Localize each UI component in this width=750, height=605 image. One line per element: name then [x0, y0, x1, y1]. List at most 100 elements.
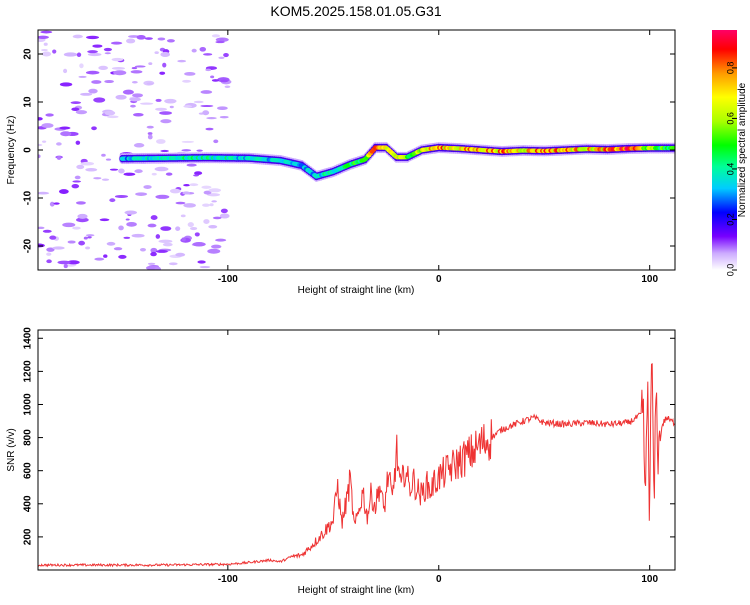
- spectrogram-noise-cell: [114, 194, 129, 198]
- spectrogram-noise-cell: [59, 126, 71, 130]
- spectrogram-noise-cell: [154, 51, 159, 55]
- spectrogram-noise-cell: [162, 242, 173, 247]
- spectrogram-noise-cell: [181, 140, 195, 143]
- snr-y-label: SNR (v/v): [6, 428, 17, 471]
- spectrogram-noise-cell: [124, 210, 138, 215]
- snr-y-tick-label: 800: [23, 429, 34, 446]
- colorbar-tick-label: 0.2: [725, 213, 735, 226]
- spectrogram-noise-cell: [147, 134, 153, 140]
- spectrogram-x-tick-label: -100: [218, 274, 238, 285]
- snr-y-tick-label: 400: [23, 495, 34, 512]
- spectrogram-noise-cell: [86, 35, 100, 40]
- spectrogram-noise-cell: [58, 189, 69, 194]
- spectrogram-noise-cell: [159, 111, 172, 115]
- spectrogram-noise-cell: [219, 115, 229, 119]
- spectrogram-noise-cell: [118, 225, 124, 231]
- spectrogram-noise-cell: [83, 236, 88, 240]
- snr-y-tick-label: 200: [23, 528, 34, 545]
- spectrogram-y-tick-label: 10: [23, 96, 34, 108]
- spectrogram-noise-cell: [99, 218, 110, 222]
- spectrogram-noise-cell: [123, 172, 136, 176]
- spectrogram-noise-cell: [52, 49, 57, 54]
- spectrogram-noise-cell: [148, 62, 153, 66]
- spectrogram-noise-cell: [194, 232, 200, 237]
- snr-x-tick-label: -100: [218, 574, 238, 585]
- spectrogram-noise-cell: [72, 180, 82, 183]
- spectrogram-noise: [38, 30, 232, 270]
- spectrogram-noise-cell: [105, 158, 112, 161]
- spectrogram-x-label: Height of straight line (km): [298, 285, 415, 296]
- spectrogram-noise-cell: [193, 100, 204, 104]
- spectrogram-y-ticks: -20 -10 0 10 20: [23, 48, 675, 253]
- spectrogram-y-tick-label: 20: [23, 48, 34, 60]
- spectrogram-noise-cell: [131, 66, 138, 70]
- spectrogram-noise-cell: [164, 98, 177, 104]
- spectrogram-noise-cell: [160, 149, 169, 153]
- spectrogram-noise-cell: [191, 48, 197, 53]
- spectrogram-noise-cell: [49, 235, 57, 240]
- spectrogram-noise-cell: [113, 70, 127, 76]
- snr-y-tick-label: 600: [23, 462, 34, 479]
- spectrogram-noise-cell: [194, 171, 203, 175]
- spectrogram-noise-cell: [38, 35, 49, 39]
- spectrogram-noise-cell: [183, 105, 193, 108]
- spectrogram-noise-cell: [146, 82, 154, 85]
- spectrogram-noise-cell: [70, 101, 82, 105]
- spectrogram-noise-cell: [213, 139, 219, 144]
- spectrogram-noise-cell: [111, 66, 126, 70]
- spectrogram-noise-cell: [133, 143, 145, 148]
- spectrogram-noise-cell: [203, 190, 212, 195]
- spectrogram-noise-cell: [208, 225, 218, 229]
- spectrogram-noise-cell: [157, 37, 166, 41]
- spectrogram-noise-cell: [224, 85, 231, 88]
- spectrogram-noise-cell: [87, 236, 92, 239]
- spectrogram-noise-cell: [150, 251, 157, 257]
- spectrogram-noise-cell: [160, 226, 172, 231]
- spectrogram-noise-cell: [205, 68, 212, 72]
- spectrogram-noise-cell: [134, 169, 143, 174]
- spectrogram-noise-cell: [72, 34, 83, 39]
- spectrogram-noise-cell: [91, 80, 102, 84]
- spectrogram-noise-cell: [210, 244, 222, 249]
- snr-background: [38, 330, 675, 570]
- spectrogram-noise-cell: [67, 240, 76, 244]
- spectrogram-noise-cell: [203, 53, 213, 56]
- snr-frame: [37, 329, 676, 571]
- spectrogram-noise-cell: [76, 52, 82, 58]
- spectrogram-noise-cell: [78, 75, 87, 78]
- spectrogram-noise-cell: [202, 110, 210, 116]
- spectrogram-noise-cell: [181, 149, 192, 152]
- spectrogram-noise-cell: [166, 39, 175, 43]
- spectrogram-noise-cell: [155, 249, 168, 253]
- spectrogram-noise-cell: [92, 44, 103, 48]
- spectrogram-noise-cell: [183, 203, 196, 208]
- spectrogram-noise-cell: [98, 65, 108, 71]
- spectrogram-noise-cell: [130, 104, 136, 108]
- colorbar-tick-label: 0.4: [725, 163, 735, 176]
- spectrogram-noise-cell: [187, 222, 194, 228]
- spectrogram-noise-cell: [60, 131, 72, 137]
- spectrogram-noise-cell: [135, 192, 148, 196]
- spectrogram-noise-cell: [202, 203, 211, 207]
- spectrogram-noise-cell: [62, 222, 76, 228]
- spectrogram-noise-cell: [154, 266, 161, 270]
- spectrogram-noise-cell: [210, 75, 215, 79]
- spectrogram-noise-cell: [208, 188, 222, 193]
- spectrogram-noise-cell: [85, 246, 91, 250]
- spectrogram-noise-cell: [85, 234, 95, 237]
- spectrogram-y-tick-label: 0: [23, 147, 34, 153]
- spectrogram-noise-cell: [59, 82, 73, 87]
- spectrogram-noise-cell: [87, 50, 98, 54]
- spectrogram-x-tick-label: 0: [436, 274, 442, 285]
- spectrogram-noise-cell: [147, 132, 153, 135]
- spectrogram-noise-cell: [139, 102, 154, 105]
- spectrogram-noise-cell: [41, 51, 52, 57]
- spectrogram-noise-cell: [165, 172, 173, 176]
- spectrogram-noise-cell: [56, 142, 62, 146]
- spectrogram-noise-cell: [40, 30, 53, 34]
- spectrogram-noise-cell: [220, 208, 228, 214]
- spectrogram-noise-cell: [155, 194, 170, 199]
- spectrogram-noise-cell: [67, 260, 80, 265]
- spectrogram-noise-cell: [85, 70, 100, 75]
